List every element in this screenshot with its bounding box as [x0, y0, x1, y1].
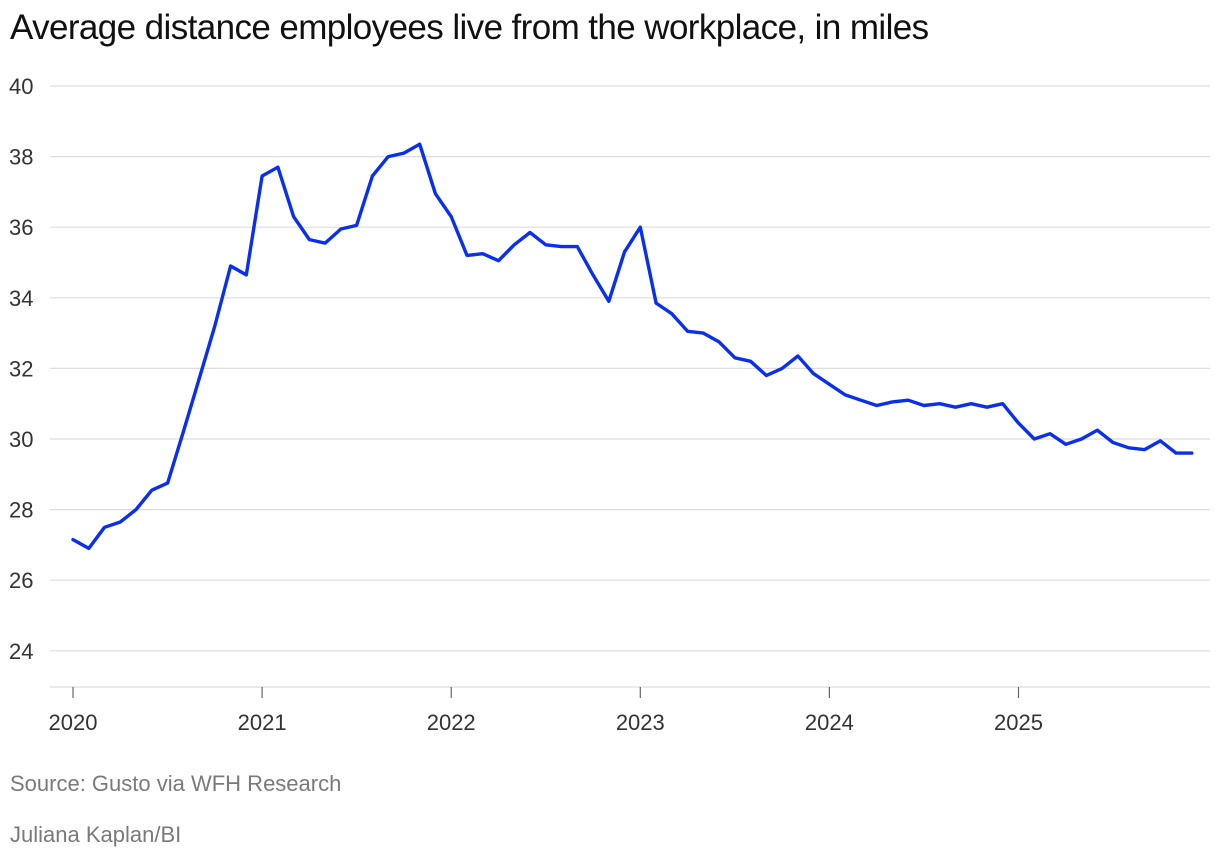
x-tick-label: 2022: [427, 710, 476, 735]
data-point: [796, 354, 800, 358]
data-point: [906, 398, 910, 402]
data-point: [402, 151, 406, 155]
data-point: [292, 215, 296, 219]
data-point: [528, 231, 532, 235]
data-point: [1095, 428, 1099, 432]
x-tick-label: 2024: [805, 710, 854, 735]
data-point: [181, 430, 185, 434]
data-point: [465, 253, 469, 257]
y-axis-tick-labels: 24 26 28 30 32 34 36 38 40: [9, 74, 33, 664]
data-point: [260, 174, 264, 178]
data-point: [276, 165, 280, 169]
data-point: [497, 259, 501, 263]
data-point: [1080, 437, 1084, 441]
data-point: [575, 245, 579, 249]
data-point: [764, 374, 768, 378]
y-tick-label: 34: [9, 286, 33, 311]
data-point: [922, 404, 926, 408]
data-point: [1158, 439, 1162, 443]
data-point: [87, 546, 91, 550]
data-point: [339, 227, 343, 231]
data-point: [670, 312, 674, 316]
data-point: [812, 372, 816, 376]
data-point: [733, 356, 737, 360]
data-point: [780, 366, 784, 370]
data-point: [481, 252, 485, 256]
source-note: Source: Gusto via WFH Research: [10, 771, 342, 796]
x-tick-label: 2025: [994, 710, 1043, 735]
data-point: [890, 400, 894, 404]
data-point: [1190, 451, 1194, 455]
data-point: [418, 142, 422, 146]
data-point: [654, 301, 658, 305]
data-point: [197, 377, 201, 381]
y-tick-label: 30: [9, 427, 33, 452]
data-point: [323, 241, 327, 245]
data-point: [544, 243, 548, 247]
y-tick-label: 24: [9, 639, 33, 664]
data-point: [638, 225, 642, 229]
data-point: [512, 243, 516, 247]
data-point: [623, 250, 627, 254]
data-point: [701, 331, 705, 335]
data-point: [370, 174, 374, 178]
data-point: [1174, 451, 1178, 455]
data-point: [686, 329, 690, 333]
data-point: [843, 393, 847, 397]
chart-title: Average distance employees live from the…: [10, 8, 929, 47]
series-layer: [71, 142, 1194, 551]
data-point: [213, 324, 217, 328]
data-point: [954, 405, 958, 409]
y-tick-label: 26: [9, 568, 33, 593]
data-point: [1127, 446, 1131, 450]
data-point: [433, 192, 437, 196]
y-tick-label: 36: [9, 215, 33, 240]
data-point: [1048, 432, 1052, 436]
series-line-0: [71, 142, 1194, 551]
data-point: [118, 520, 122, 524]
data-point: [244, 273, 248, 277]
data-point: [717, 340, 721, 344]
gridlines: [50, 85, 1210, 652]
data-point: [166, 481, 170, 485]
y-tick-label: 40: [9, 74, 33, 99]
data-point: [607, 299, 611, 303]
data-point: [560, 245, 564, 249]
data-point: [749, 359, 753, 363]
data-point: [1064, 442, 1068, 446]
data-point: [150, 488, 154, 492]
data-point: [134, 508, 138, 512]
data-point: [985, 405, 989, 409]
data-point: [875, 404, 879, 408]
data-point: [1143, 448, 1147, 452]
data-point: [386, 155, 390, 159]
data-point: [103, 525, 107, 529]
y-tick-label: 38: [9, 145, 33, 170]
data-point: [449, 215, 453, 219]
credit-note: Juliana Kaplan/BI: [10, 822, 182, 847]
x-tick-label: 2023: [616, 710, 665, 735]
data-point: [591, 273, 595, 277]
data-point: [1001, 402, 1005, 406]
data-point: [71, 538, 75, 542]
data-point: [1017, 421, 1021, 425]
x-tick-label: 2020: [49, 710, 98, 735]
data-point: [969, 402, 973, 406]
x-tick-label: 2021: [238, 710, 287, 735]
y-tick-label: 32: [9, 356, 33, 381]
data-point: [827, 382, 831, 386]
y-tick-label: 28: [9, 498, 33, 523]
x-axis: 2020 2021 2022 2023 2024 2025: [49, 686, 1210, 735]
data-point: [1032, 437, 1036, 441]
data-point: [355, 223, 359, 227]
data-point: [229, 264, 233, 268]
data-point: [938, 402, 942, 406]
data-point: [307, 238, 311, 242]
data-point: [859, 398, 863, 402]
data-point: [1111, 441, 1115, 445]
